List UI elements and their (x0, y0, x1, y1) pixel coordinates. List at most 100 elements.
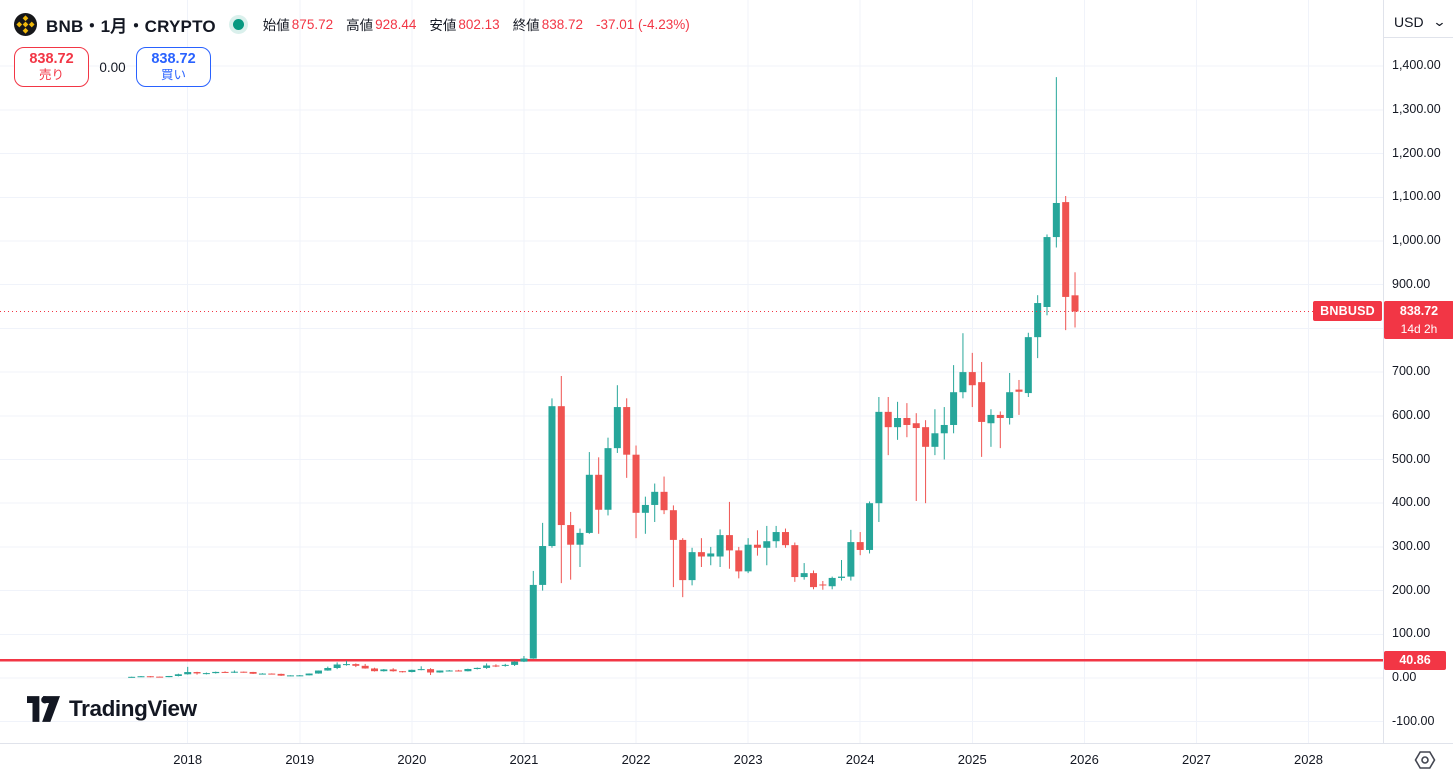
candle-body (716, 535, 724, 557)
candle-body (258, 673, 266, 675)
candle-body (912, 423, 920, 429)
candle-body (156, 676, 164, 678)
sell-price: 838.72 (29, 50, 74, 67)
candle-body (501, 664, 509, 666)
candle-body (1006, 392, 1014, 418)
candle-body (585, 474, 593, 533)
candle-body (371, 668, 379, 672)
price-axis-label: 300.00 (1392, 538, 1431, 553)
candle-body (809, 573, 817, 588)
buy-button[interactable]: 838.72 買い (136, 47, 211, 87)
candle-body (202, 673, 210, 675)
candle-body (464, 668, 472, 672)
price-axis-label: 0.00 (1392, 670, 1417, 684)
candle-body (165, 675, 173, 678)
time-axis-label: 2025 (957, 752, 987, 767)
trade-panel: 838.72 売り 0.00 838.72 買い (14, 47, 211, 87)
currency-dropdown[interactable]: USD ⌄ (1384, 6, 1453, 38)
time-axis-label: 2022 (621, 752, 651, 767)
candle-body (632, 454, 640, 513)
time-axis-label: 2026 (1069, 752, 1099, 767)
candle-body (483, 665, 491, 668)
candle-body (548, 406, 556, 547)
candle-body (604, 448, 612, 510)
candle-body (333, 664, 341, 668)
candle-body (473, 667, 481, 669)
symbol-title[interactable]: BNB・1月・CRYPTO (46, 16, 216, 36)
bar-countdown: 14d 2h (1400, 321, 1438, 336)
candle-body (959, 372, 967, 393)
price-axis-label: 1,300.00 (1392, 101, 1441, 116)
last-price-badge: 838.72 14d 2h (1384, 301, 1453, 340)
last-price-value: 838.72 (1399, 304, 1439, 319)
time-axis-label: 2028 (1294, 752, 1323, 767)
candle-body (707, 553, 715, 557)
candle-body (342, 664, 350, 666)
time-axis[interactable]: 2018 2019 2020 2021 2022 2023 2024 2025 2026 2027… (0, 743, 1453, 775)
price-axis-label: 100.00 (1392, 626, 1431, 641)
tradingview-logo-icon (27, 696, 60, 722)
chart-header: BNB・1月・CRYPTO 始値 875.72 高値 928.44 安値 802.13… (14, 11, 690, 37)
candle-body (641, 504, 649, 513)
candle-body (903, 417, 911, 425)
candle-body (866, 503, 874, 550)
candle-body (669, 510, 677, 540)
candle-body (1071, 295, 1079, 312)
time-axis-label: 2019 (285, 752, 315, 767)
buy-label: 買い (160, 68, 186, 83)
candle-body (931, 433, 939, 447)
candle-body (950, 392, 958, 425)
candle-body (1034, 303, 1042, 338)
price-axis-label: 600.00 (1392, 407, 1431, 422)
candle-body (324, 667, 332, 671)
time-axis-label: 2018 (173, 752, 203, 767)
candle-body (389, 669, 397, 672)
price-axis-label: 500.00 (1392, 451, 1431, 466)
candle-body (875, 411, 883, 504)
tradingview-logo-text: TradingView (69, 696, 197, 721)
tradingview-logo[interactable]: TradingView (27, 696, 197, 722)
candle-body (212, 671, 220, 674)
candle-body (146, 676, 154, 678)
candle-body (595, 474, 603, 510)
candle-body (791, 545, 799, 578)
candle-body (314, 670, 322, 674)
time-axis-label: 2024 (845, 752, 875, 767)
candle-body (1052, 202, 1060, 238)
price-axis-label: 200.00 (1392, 582, 1431, 597)
candle-body (305, 673, 313, 676)
candle-body (240, 671, 248, 673)
time-axis-label: 2021 (509, 752, 539, 767)
candle-body (735, 550, 743, 572)
time-axis-label: 2020 (397, 752, 427, 767)
candle-body (193, 672, 201, 674)
candle-body (380, 669, 388, 672)
candle-body (277, 673, 285, 676)
candle-body (557, 406, 565, 526)
candle-body (1015, 389, 1023, 392)
candle-body (697, 552, 705, 557)
sell-button[interactable]: 838.72 売り (14, 47, 89, 87)
price-axis-label: 700.00 (1392, 364, 1431, 379)
candle-body (800, 573, 808, 578)
candle-body (511, 661, 519, 665)
candle-body (725, 535, 733, 551)
scale-settings-button[interactable] (1412, 748, 1438, 772)
spread-value: 0.00 (99, 59, 126, 75)
time-axis-label: 2023 (733, 752, 763, 767)
candle-body (352, 664, 360, 666)
candle-body (417, 669, 425, 671)
high-label: 高値 (346, 18, 374, 33)
price-axis-label: 400.00 (1392, 495, 1431, 510)
candlestick-chart[interactable] (0, 0, 1383, 743)
market-status-icon (232, 18, 244, 30)
low-label: 安値 (429, 18, 457, 33)
candle-body (884, 411, 892, 428)
change-value: -37.01 (-4.23%) (595, 16, 690, 32)
candle-body (436, 670, 444, 673)
candle-body (996, 414, 1004, 418)
candle-body (539, 546, 547, 585)
close-label: 終値 (512, 18, 540, 33)
open-value: 875.72 (291, 16, 334, 32)
price-axis[interactable]: USD ⌄ 1,400.00 1,300.00 1,200.00 1,100.00 1,… (1383, 0, 1453, 743)
